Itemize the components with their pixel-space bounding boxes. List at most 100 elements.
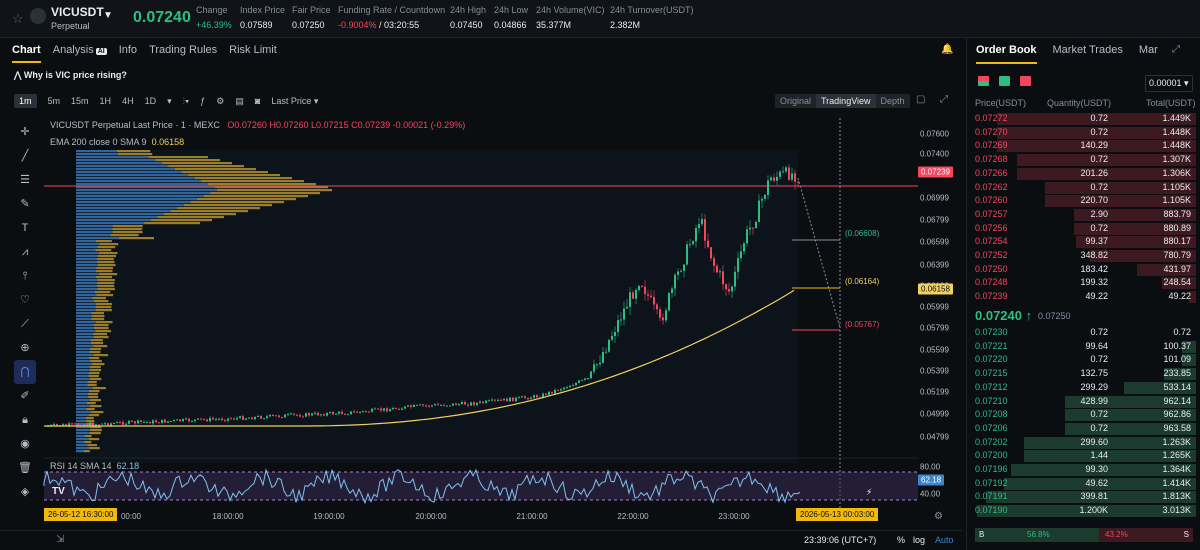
camera-icon[interactable]: ◙: [254, 96, 261, 106]
tab-order-book[interactable]: Order Book: [976, 44, 1037, 64]
trendline-icon[interactable]: ╱: [21, 150, 29, 162]
orderbook-row[interactable]: 0.07208 0.72 962.86: [970, 408, 1196, 422]
pattern-icon[interactable]: ⩘: [21, 246, 29, 258]
layers-icon[interactable]: ◈: [20, 486, 30, 498]
lock-drawing-icon[interactable]: ✐: [20, 390, 30, 402]
ai-question-banner[interactable]: ⋀ Why is VIC price rising?: [14, 70, 127, 80]
tab-info[interactable]: Info: [118, 44, 138, 56]
orderbook-row[interactable]: 0.07266 201.26 1.306K: [970, 167, 1196, 180]
interval-1m[interactable]: 1m: [14, 94, 37, 108]
depth-bar: [1073, 222, 1196, 235]
bell-icon[interactable]: 🔔: [941, 44, 954, 55]
orderbook-row[interactable]: 0.07260 220.70 1.105K: [970, 194, 1196, 208]
profile-bar-buy: [76, 246, 98, 249]
candle-body: [605, 351, 607, 353]
interval-5m[interactable]: 5m: [47, 96, 61, 106]
lightning-icon[interactable]: ⚡︎: [866, 487, 873, 497]
brush-icon[interactable]: ✎: [20, 198, 30, 210]
layout-icon[interactable]: ▢: [916, 94, 926, 105]
chart-settings-icon[interactable]: ⚙: [934, 511, 943, 522]
log-toggle[interactable]: log: [913, 535, 926, 545]
orderbook-row[interactable]: 0.07268 0.72 1.307K: [970, 153, 1196, 167]
tab-chart[interactable]: Chart: [12, 44, 41, 63]
orderbook-row[interactable]: 0.07212 299.29 533.14: [970, 381, 1196, 394]
view-tradingview[interactable]: TradingView: [816, 94, 876, 108]
settings-icon[interactable]: ⚙: [216, 95, 225, 106]
asks-only-icon[interactable]: [1020, 76, 1031, 86]
both-sides-icon[interactable]: [978, 76, 989, 86]
orderbook-row[interactable]: 0.07196 99.30 1.364K: [970, 463, 1196, 476]
depth-bar: [997, 113, 1196, 125]
candle-body: [410, 405, 412, 408]
chart-type-icon[interactable]: ⫶▾: [182, 95, 190, 106]
tab-market-more[interactable]: Mar: [1138, 44, 1158, 56]
tab-risk-limit[interactable]: Risk Limit: [229, 44, 277, 56]
orderbook-row[interactable]: 0.07262 0.72 1.105K: [970, 181, 1196, 194]
orderbook-row[interactable]: 0.07250 183.42 431.97: [970, 263, 1196, 276]
view-depth[interactable]: Depth: [880, 96, 905, 106]
orderbook-row[interactable]: 0.07248 199.32 248.54: [970, 276, 1196, 290]
orderbook-row[interactable]: 0.07215 132.75 233.85: [970, 367, 1196, 381]
profile-bar-sell: [89, 447, 100, 450]
orderbook-row[interactable]: 0.07202 299.60 1.263K: [970, 436, 1196, 449]
orderbook-row[interactable]: 0.07206 0.72 963.58: [970, 422, 1196, 435]
orderbook-row[interactable]: 0.07192 49.62 1.414K: [970, 477, 1196, 490]
profile-bar-sell: [93, 327, 109, 330]
candle-body: [293, 413, 295, 415]
forecast-icon[interactable]: ⫯: [22, 270, 28, 282]
orderbook-row[interactable]: 0.07210 428.99 962.14: [970, 395, 1196, 408]
expand-icon[interactable]: ⤢: [1172, 44, 1180, 55]
candle-body: [665, 310, 667, 321]
orderbook-row[interactable]: 0.07190 1.200K 3.013K: [970, 504, 1196, 518]
orderbook-row[interactable]: 0.07220 0.72 101.09: [970, 353, 1196, 367]
indicator-icon[interactable]: ƒ: [200, 96, 206, 106]
favorite-star-icon[interactable]: ☆: [12, 11, 24, 26]
tab-trading-rules[interactable]: Trading Rules: [149, 44, 218, 56]
interval-4h[interactable]: 4H: [122, 96, 134, 106]
date-range-icon[interactable]: ⇲: [56, 534, 65, 545]
tick-size-select[interactable]: 0.00001 ▾: [1145, 75, 1193, 92]
orderbook-row[interactable]: 0.07252 348.82 780.79: [970, 249, 1196, 262]
orderbook-row[interactable]: 0.07239 49.22 49.22: [970, 290, 1196, 304]
percent-toggle[interactable]: %: [897, 535, 906, 545]
chevron-down-icon[interactable]: ▼: [103, 10, 113, 21]
text-icon[interactable]: T: [21, 222, 29, 234]
interval-1h[interactable]: 1H: [99, 96, 112, 106]
template-icon[interactable]: ▤: [235, 95, 244, 106]
tab-analysis[interactable]: Analysis AI: [52, 44, 107, 56]
profile-bar-buy: [76, 225, 113, 228]
orderbook-row[interactable]: 0.07257 2.90 883.79: [970, 208, 1196, 221]
ai-spark-icon: ⋀: [14, 70, 24, 80]
orderbook-row[interactable]: 0.07272 0.72 1.449K: [970, 112, 1196, 125]
fullscreen-icon[interactable]: ⤢: [940, 94, 948, 105]
candle-body: [614, 332, 616, 336]
interval-1d[interactable]: 1D: [144, 96, 157, 106]
orderbook-row[interactable]: 0.07256 0.72 880.89: [970, 222, 1196, 235]
tab-market-trades[interactable]: Market Trades: [1052, 44, 1123, 56]
lock-icon[interactable]: 🔒︎: [22, 414, 28, 426]
view-original[interactable]: Original: [780, 96, 812, 106]
horizontal-lines-icon[interactable]: ☰: [20, 174, 30, 186]
crosshair-icon[interactable]: ✛: [20, 126, 30, 138]
interval-15m[interactable]: 15m: [71, 96, 89, 106]
symbol-name[interactable]: VICUSDT: [51, 5, 104, 19]
auto-toggle[interactable]: Auto: [935, 535, 954, 545]
ruler-icon[interactable]: ⟋: [21, 318, 29, 330]
orderbook-row[interactable]: 0.07230 0.72 0.72: [970, 326, 1196, 339]
orderbook-row[interactable]: 0.07254 99.37 880.17: [970, 235, 1196, 249]
chevron-right-icon[interactable]: ›: [1148, 44, 1152, 56]
orderbook-row[interactable]: 0.07269 140.29 1.448K: [970, 139, 1196, 153]
orderbook-row[interactable]: 0.07221 99.64 100.37: [970, 340, 1196, 353]
heart-icon[interactable]: ♡: [20, 294, 30, 306]
eye-icon[interactable]: ◉: [20, 438, 30, 450]
orderbook-row[interactable]: 0.07200 1.44 1.265K: [970, 449, 1196, 463]
orderbook-row[interactable]: 0.07191 399.81 1.813K: [970, 490, 1196, 504]
magnet-icon[interactable]: ⋂: [14, 360, 36, 384]
orderbook-row[interactable]: 0.07270 0.72 1.448K: [970, 126, 1196, 139]
interval-dropdown-icon[interactable]: ▾: [167, 95, 172, 106]
bids-only-icon[interactable]: [999, 76, 1010, 86]
zoom-icon[interactable]: ⊕: [20, 342, 30, 354]
last-price-select[interactable]: Last Price ▾: [271, 95, 319, 106]
trash-icon[interactable]: 🗑︎: [18, 462, 32, 474]
price-chart[interactable]: [0, 38, 962, 550]
